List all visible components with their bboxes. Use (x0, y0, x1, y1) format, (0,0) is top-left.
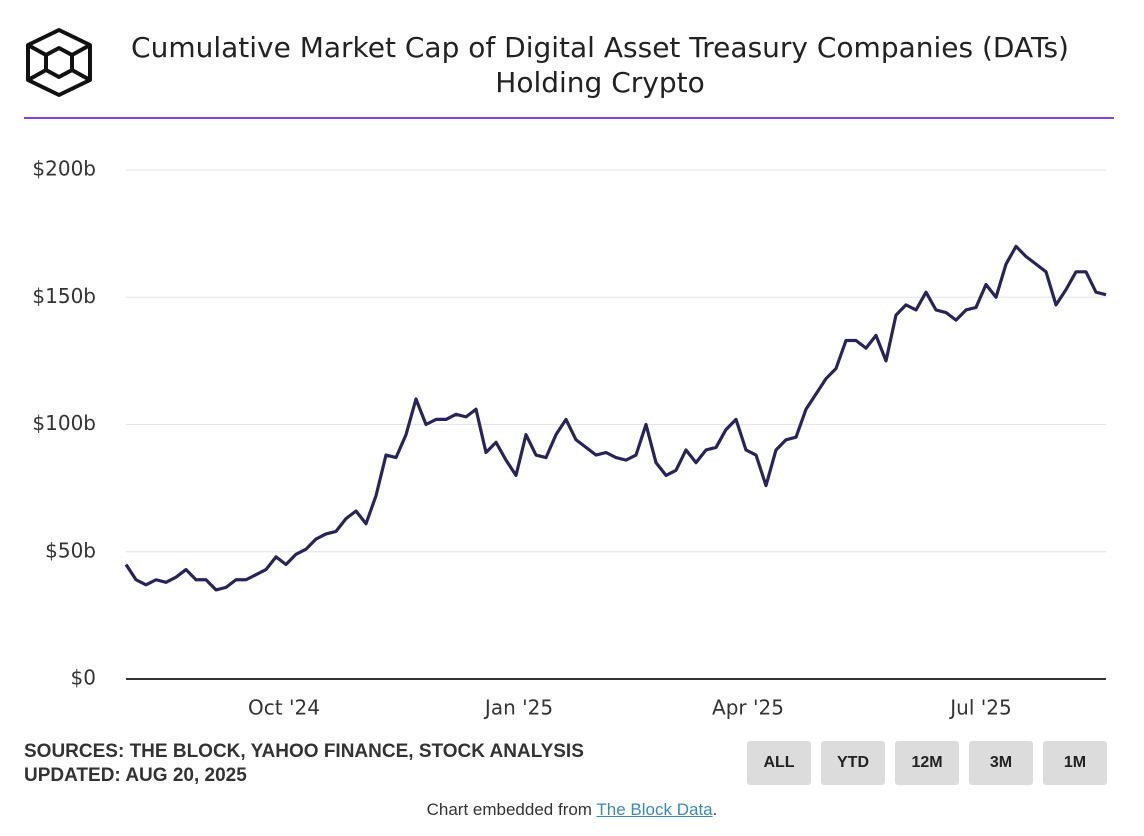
x-tick-label: Jan '25 (483, 696, 553, 720)
range-button[interactable]: 1M (1043, 741, 1107, 785)
chart-title: Cumulative Market Cap of Digital Asset T… (131, 31, 1069, 64)
y-tick-label: $100b (32, 411, 96, 435)
x-tick-label: Apr '25 (712, 696, 784, 720)
sources: SOURCES: THE BLOCK, YAHOO FINANCE, STOCK… (24, 741, 584, 762)
footer-text: . (712, 800, 718, 819)
x-tick-label: Jul '25 (948, 696, 1011, 720)
footer: Chart embedded from The Block Data. (0, 800, 1144, 820)
y-tick-label: $50b (45, 538, 96, 562)
line (124, 244, 1107, 592)
logo (26, 28, 92, 97)
footer-text: Chart embedded from (426, 800, 592, 819)
range-button[interactable]: ALL (747, 741, 811, 785)
updated: UPDATED: AUG 20, 2025 (24, 765, 247, 786)
footer-link[interactable]: The Block Data (596, 800, 713, 819)
range-button[interactable]: YTD (821, 741, 885, 785)
range-button[interactable]: 3M (969, 741, 1033, 785)
range-button[interactable]: 12M (895, 741, 959, 785)
x-tick-label: Oct '24 (248, 696, 320, 720)
y-tick-label: $200b (32, 157, 96, 181)
y-tick-label: $150b (32, 284, 96, 308)
chart-title: Holding Crypto (495, 66, 704, 99)
chart: Cumulative Market Cap of Digital Asset T… (24, 28, 1114, 720)
y-tick-label: $0 (71, 666, 96, 690)
